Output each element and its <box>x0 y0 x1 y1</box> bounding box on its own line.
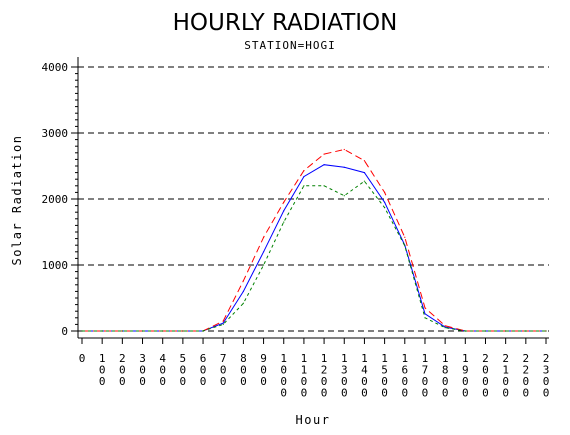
series-0-point <box>424 313 426 315</box>
series-0-point <box>242 290 244 292</box>
y-tick-label: 2000 <box>42 193 69 206</box>
series-0-point <box>384 201 386 203</box>
series-2-point <box>545 330 547 332</box>
series-2-point <box>384 206 386 209</box>
series-1-line <box>82 148 546 332</box>
x-tick-label: 0 <box>79 352 86 365</box>
series-0-point <box>363 172 366 174</box>
axes <box>77 57 549 339</box>
gridlines <box>78 66 549 332</box>
series-2-point <box>202 330 204 332</box>
series-2-point <box>424 317 426 319</box>
series-2-point <box>505 330 507 332</box>
series-0-point <box>323 164 325 166</box>
series-2-point <box>363 180 366 182</box>
series-1-point <box>384 191 386 193</box>
series-2-point <box>525 330 527 332</box>
series-1-point <box>242 280 244 282</box>
x-axis-label: Hour <box>296 413 331 427</box>
y-tick-label: 1000 <box>42 259 69 272</box>
series-2-point <box>242 302 244 304</box>
series-2-point <box>222 323 224 325</box>
series-1-point <box>444 325 446 327</box>
series-1 <box>81 148 547 332</box>
series-2-point <box>444 327 446 329</box>
series-1-point <box>404 236 406 238</box>
series-1-point <box>222 320 224 322</box>
y-tick-label: 3000 <box>42 127 69 140</box>
x-ticks: 0 1 0 0 2 0 0 3 0 0 4 0 0 5 0 0 6 0 0 7 0 0 8 0 0 9 0 0 1 0 0 0 1 1 0 0 1 2 0 0… <box>79 338 550 400</box>
series-0-point <box>262 251 265 253</box>
series-2-line <box>82 180 546 332</box>
series-1-point <box>303 170 305 172</box>
series-2 <box>81 180 547 332</box>
series-0-point <box>303 175 305 178</box>
series-2-point <box>484 330 487 332</box>
series-0-point <box>222 322 224 324</box>
series-2-point <box>262 264 265 266</box>
series-1-point <box>424 307 426 309</box>
series-0-point <box>343 166 345 168</box>
series-1-point <box>323 153 325 155</box>
y-ticks: 0 1000 2000 3000 4000 <box>42 61 78 338</box>
series-0-point <box>283 210 285 212</box>
series-lines <box>81 148 547 332</box>
series-2-point <box>162 330 164 332</box>
chart-subtitle: STATION=HOGI <box>244 39 335 52</box>
series-2-point <box>182 330 184 332</box>
series-2-point <box>343 195 345 197</box>
series-2-point <box>121 330 123 332</box>
series-2-point <box>303 185 305 187</box>
chart-title: HOURLY RADIATION <box>173 10 398 36</box>
y-tick-label: 0 <box>61 325 68 338</box>
series-0 <box>81 164 547 332</box>
series-2-point <box>404 245 406 247</box>
y-axis-label: Solar Radiation <box>10 135 24 266</box>
series-2-point <box>323 185 325 187</box>
series-1-point <box>283 201 285 203</box>
series-1-point <box>363 160 366 162</box>
y-tick-label: 4000 <box>42 61 69 74</box>
series-2-point <box>81 330 83 332</box>
series-0-line <box>82 164 546 332</box>
series-2-point <box>101 330 103 332</box>
series-1-point <box>343 148 345 151</box>
series-2-point <box>464 330 466 332</box>
series-2-point <box>141 330 144 332</box>
series-2-point <box>283 221 285 223</box>
series-1-point <box>262 236 265 238</box>
